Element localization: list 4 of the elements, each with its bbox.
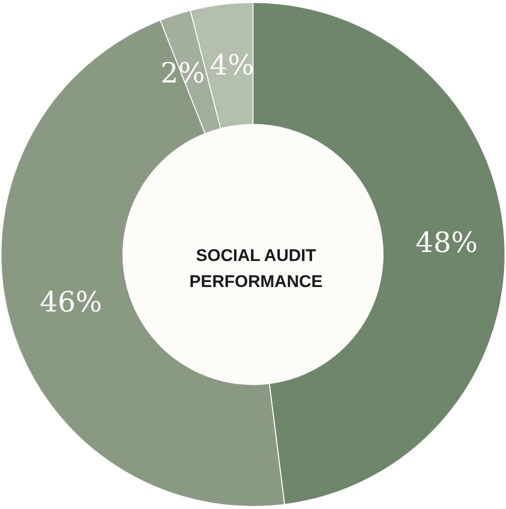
- text: SOCIAL AUDIT PERFORMANCE: [189, 246, 323, 291]
- data-label: 4%: [210, 48, 254, 82]
- data-label: 48%: [416, 226, 478, 260]
- data-label: 46%: [40, 286, 102, 318]
